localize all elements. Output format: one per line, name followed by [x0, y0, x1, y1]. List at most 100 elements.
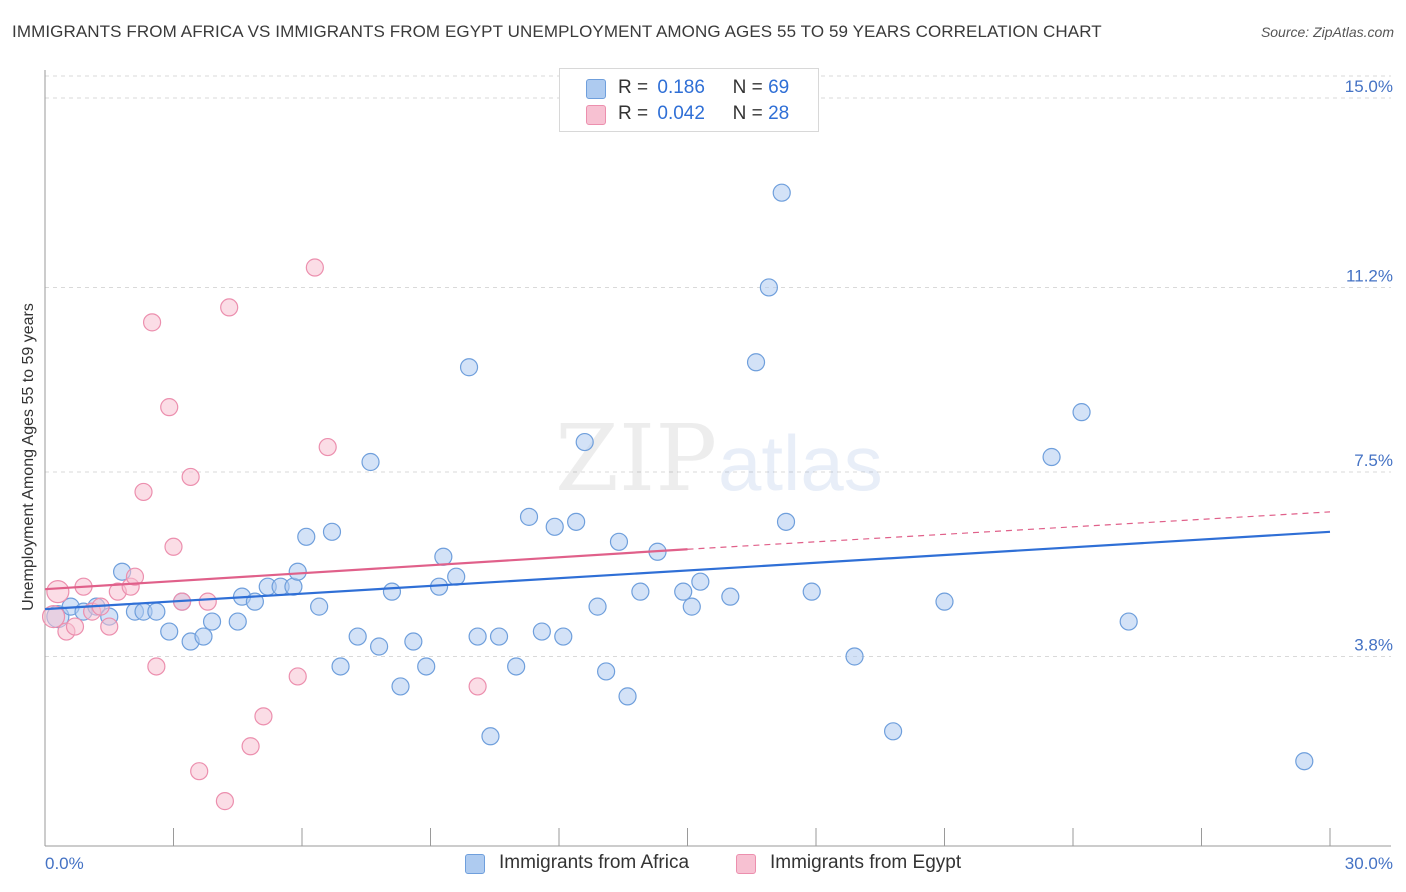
point-africa-14 — [228, 612, 247, 631]
point-africa-13 — [202, 612, 222, 631]
point-africa-27 — [370, 637, 389, 656]
point-egypt-22 — [241, 737, 260, 756]
bottom-legend-swatch-africa — [465, 854, 485, 874]
point-africa-50 — [631, 582, 650, 601]
y-tick-label-2: 11.2% — [1346, 266, 1393, 285]
x-tick-labels: 0.0% 30.0% — [45, 854, 1393, 873]
point-egypt-10 — [125, 567, 145, 586]
point-africa-30 — [404, 632, 423, 651]
point-egypt-7 — [100, 617, 119, 636]
point-egypt-17 — [181, 467, 200, 487]
point-africa-29 — [391, 677, 410, 696]
point-egypt-13 — [147, 657, 166, 676]
y-axis-label: Unemployment Among Ages 55 to 59 years — [20, 303, 37, 611]
point-egypt-19 — [198, 592, 217, 611]
point-africa-63 — [935, 592, 954, 611]
trend-lines — [44, 511, 1331, 611]
point-egypt-25 — [305, 258, 324, 277]
point-egypt-20 — [215, 792, 234, 811]
point-egypt-3 — [65, 617, 85, 636]
point-egypt-23 — [254, 707, 273, 726]
trend-line-egypt-extension — [687, 511, 1331, 550]
point-africa-23 — [322, 522, 342, 541]
series-egypt-points — [41, 258, 487, 811]
watermark: ZIP atlas — [555, 405, 883, 512]
point-africa-31 — [417, 657, 436, 676]
correlation-legend: R = 0.186 N = 69 R = 0.042 N = 28 — [559, 68, 819, 132]
point-africa-43 — [554, 627, 573, 646]
point-africa-57 — [759, 278, 778, 297]
point-africa-22 — [310, 597, 329, 616]
point-africa-60 — [802, 582, 821, 601]
point-egypt-24 — [288, 667, 307, 686]
bottom-legend-label-africa: Immigrants from Africa — [499, 852, 690, 873]
source-label: Source: ZipAtlas.com — [1260, 24, 1394, 40]
point-africa-67 — [1295, 752, 1314, 771]
point-africa-28 — [382, 582, 402, 601]
point-africa-45 — [575, 432, 594, 452]
watermark-atlas: atlas — [718, 419, 883, 507]
point-africa-9 — [160, 622, 179, 641]
point-africa-61 — [845, 647, 864, 666]
legend-egypt-r-label: R = — [618, 103, 649, 124]
point-africa-52 — [674, 582, 693, 601]
point-africa-26 — [361, 452, 380, 472]
point-africa-36 — [468, 627, 487, 646]
trend-line-egypt — [44, 548, 688, 591]
point-egypt-18 — [190, 762, 209, 781]
point-africa-64 — [1042, 447, 1061, 467]
legend-swatch-egypt — [586, 105, 606, 125]
point-africa-62 — [883, 722, 903, 741]
point-africa-46 — [588, 597, 607, 616]
legend-africa-n-label: N = — [732, 77, 763, 98]
point-africa-41 — [532, 622, 551, 641]
point-egypt-1 — [46, 580, 70, 604]
point-africa-65 — [1072, 403, 1091, 422]
point-africa-56 — [746, 353, 766, 372]
point-africa-53 — [682, 597, 701, 616]
legend-egypt-n-label: N = — [732, 103, 763, 124]
point-africa-42 — [545, 517, 564, 536]
point-africa-55 — [721, 587, 740, 606]
point-africa-35 — [459, 358, 479, 377]
point-africa-19 — [284, 577, 303, 596]
point-egypt-0 — [41, 604, 66, 629]
point-africa-54 — [691, 572, 710, 591]
point-africa-59 — [776, 512, 796, 531]
legend-egypt-r-value: 0.042 — [657, 103, 705, 124]
x-tick-label-0: 0.0% — [45, 854, 84, 873]
watermark-zip: ZIP — [555, 405, 717, 512]
point-egypt-15 — [164, 537, 183, 556]
point-africa-24 — [331, 657, 350, 676]
legend-africa-r-label: R = — [618, 77, 649, 98]
chart-title: IMMIGRANTS FROM AFRICA VS IMMIGRANTS FRO… — [12, 22, 1102, 41]
point-egypt-26 — [318, 437, 337, 457]
point-egypt-14 — [160, 398, 179, 417]
point-africa-48 — [609, 532, 629, 551]
x-tick-label-1: 30.0% — [1345, 854, 1393, 873]
x-axis-ticks — [44, 828, 1331, 846]
point-africa-39 — [507, 657, 526, 676]
point-africa-8 — [147, 602, 166, 621]
point-africa-66 — [1119, 612, 1138, 631]
point-africa-12 — [194, 627, 213, 646]
y-tick-labels: 3.8% 7.5% 11.2% 15.0% — [1345, 77, 1393, 655]
point-egypt-21 — [220, 298, 239, 317]
point-africa-20 — [288, 562, 307, 581]
point-egypt-11 — [134, 482, 153, 502]
y-tick-label-0: 3.8% — [1354, 635, 1393, 654]
point-africa-49 — [618, 687, 637, 706]
point-africa-34 — [447, 567, 466, 586]
y-tick-label-3: 15.0% — [1345, 77, 1393, 96]
bottom-legend-label-egypt: Immigrants from Egypt — [770, 852, 962, 873]
bottom-legend-swatch-egypt — [736, 854, 756, 874]
point-africa-38 — [489, 627, 509, 646]
legend-egypt-n-value: 28 — [768, 103, 790, 124]
point-africa-33 — [434, 547, 453, 566]
legend-africa-r-value: 0.186 — [657, 77, 705, 98]
point-africa-37 — [481, 727, 500, 746]
axes — [44, 70, 1391, 847]
point-africa-44 — [567, 512, 586, 531]
point-africa-21 — [297, 527, 316, 546]
